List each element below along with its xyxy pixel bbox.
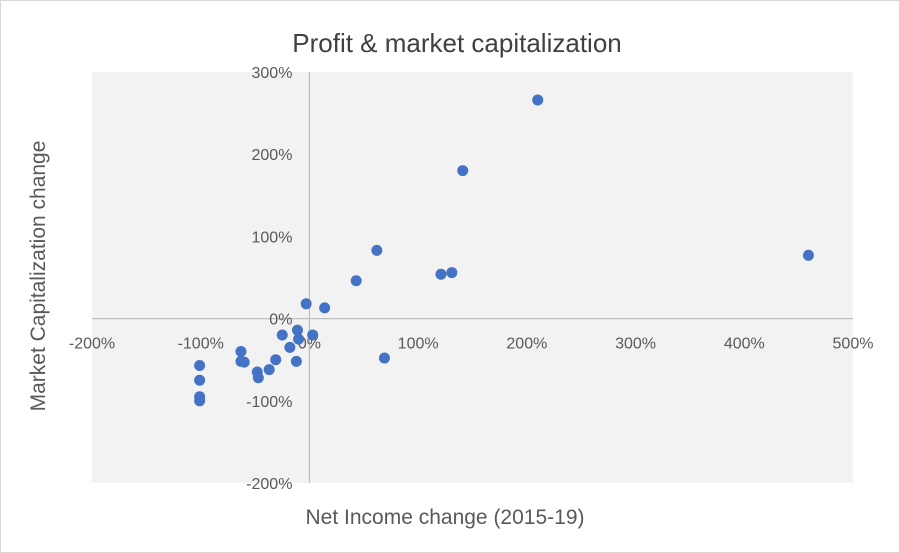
data-point	[276, 329, 288, 341]
data-point	[291, 324, 303, 336]
data-point	[235, 345, 247, 357]
y-tick-label: -200%	[246, 476, 292, 493]
x-tick-label: 300%	[615, 336, 656, 353]
data-point	[300, 298, 312, 310]
data-point	[194, 395, 206, 407]
data-point	[350, 275, 362, 287]
data-point	[435, 268, 447, 280]
data-point	[802, 249, 814, 261]
y-axis-title: Market Capitalization change	[27, 141, 50, 412]
x-tick-label: 100%	[398, 336, 439, 353]
data-point	[371, 244, 383, 256]
y-tick-label: -100%	[246, 394, 292, 411]
x-tick-label: -100%	[178, 336, 224, 353]
data-point	[290, 355, 302, 367]
y-tick-label: 200%	[252, 147, 293, 164]
x-tick-label: 200%	[506, 336, 547, 353]
data-point	[238, 356, 250, 368]
data-point	[293, 333, 305, 345]
data-point	[194, 374, 206, 386]
x-tick-label: 400%	[724, 336, 765, 353]
data-points	[194, 94, 814, 407]
x-axis-title: Net Income change (2015-19)	[306, 506, 585, 529]
tick-labels: -200% -100% 0% 100% 200% 300% 400% 500% -200% -10…	[69, 65, 874, 493]
y-tick-label: 300%	[252, 65, 293, 82]
data-point	[457, 165, 469, 177]
y-tick-label: 0%	[269, 312, 292, 329]
plot-area	[92, 72, 853, 483]
chart-title: Profit & market capitalization	[292, 28, 621, 58]
data-point	[284, 341, 296, 353]
data-point	[194, 359, 206, 371]
axes	[92, 72, 853, 483]
data-point	[270, 354, 282, 366]
y-tick-label: 100%	[252, 229, 293, 246]
data-point	[378, 352, 390, 364]
data-point	[263, 364, 275, 376]
x-tick-label: -200%	[69, 336, 115, 353]
data-point	[319, 302, 331, 314]
x-tick-label: 500%	[833, 336, 874, 353]
data-point	[446, 267, 458, 279]
data-point	[532, 94, 544, 106]
data-point	[307, 329, 319, 341]
data-point	[252, 372, 264, 384]
